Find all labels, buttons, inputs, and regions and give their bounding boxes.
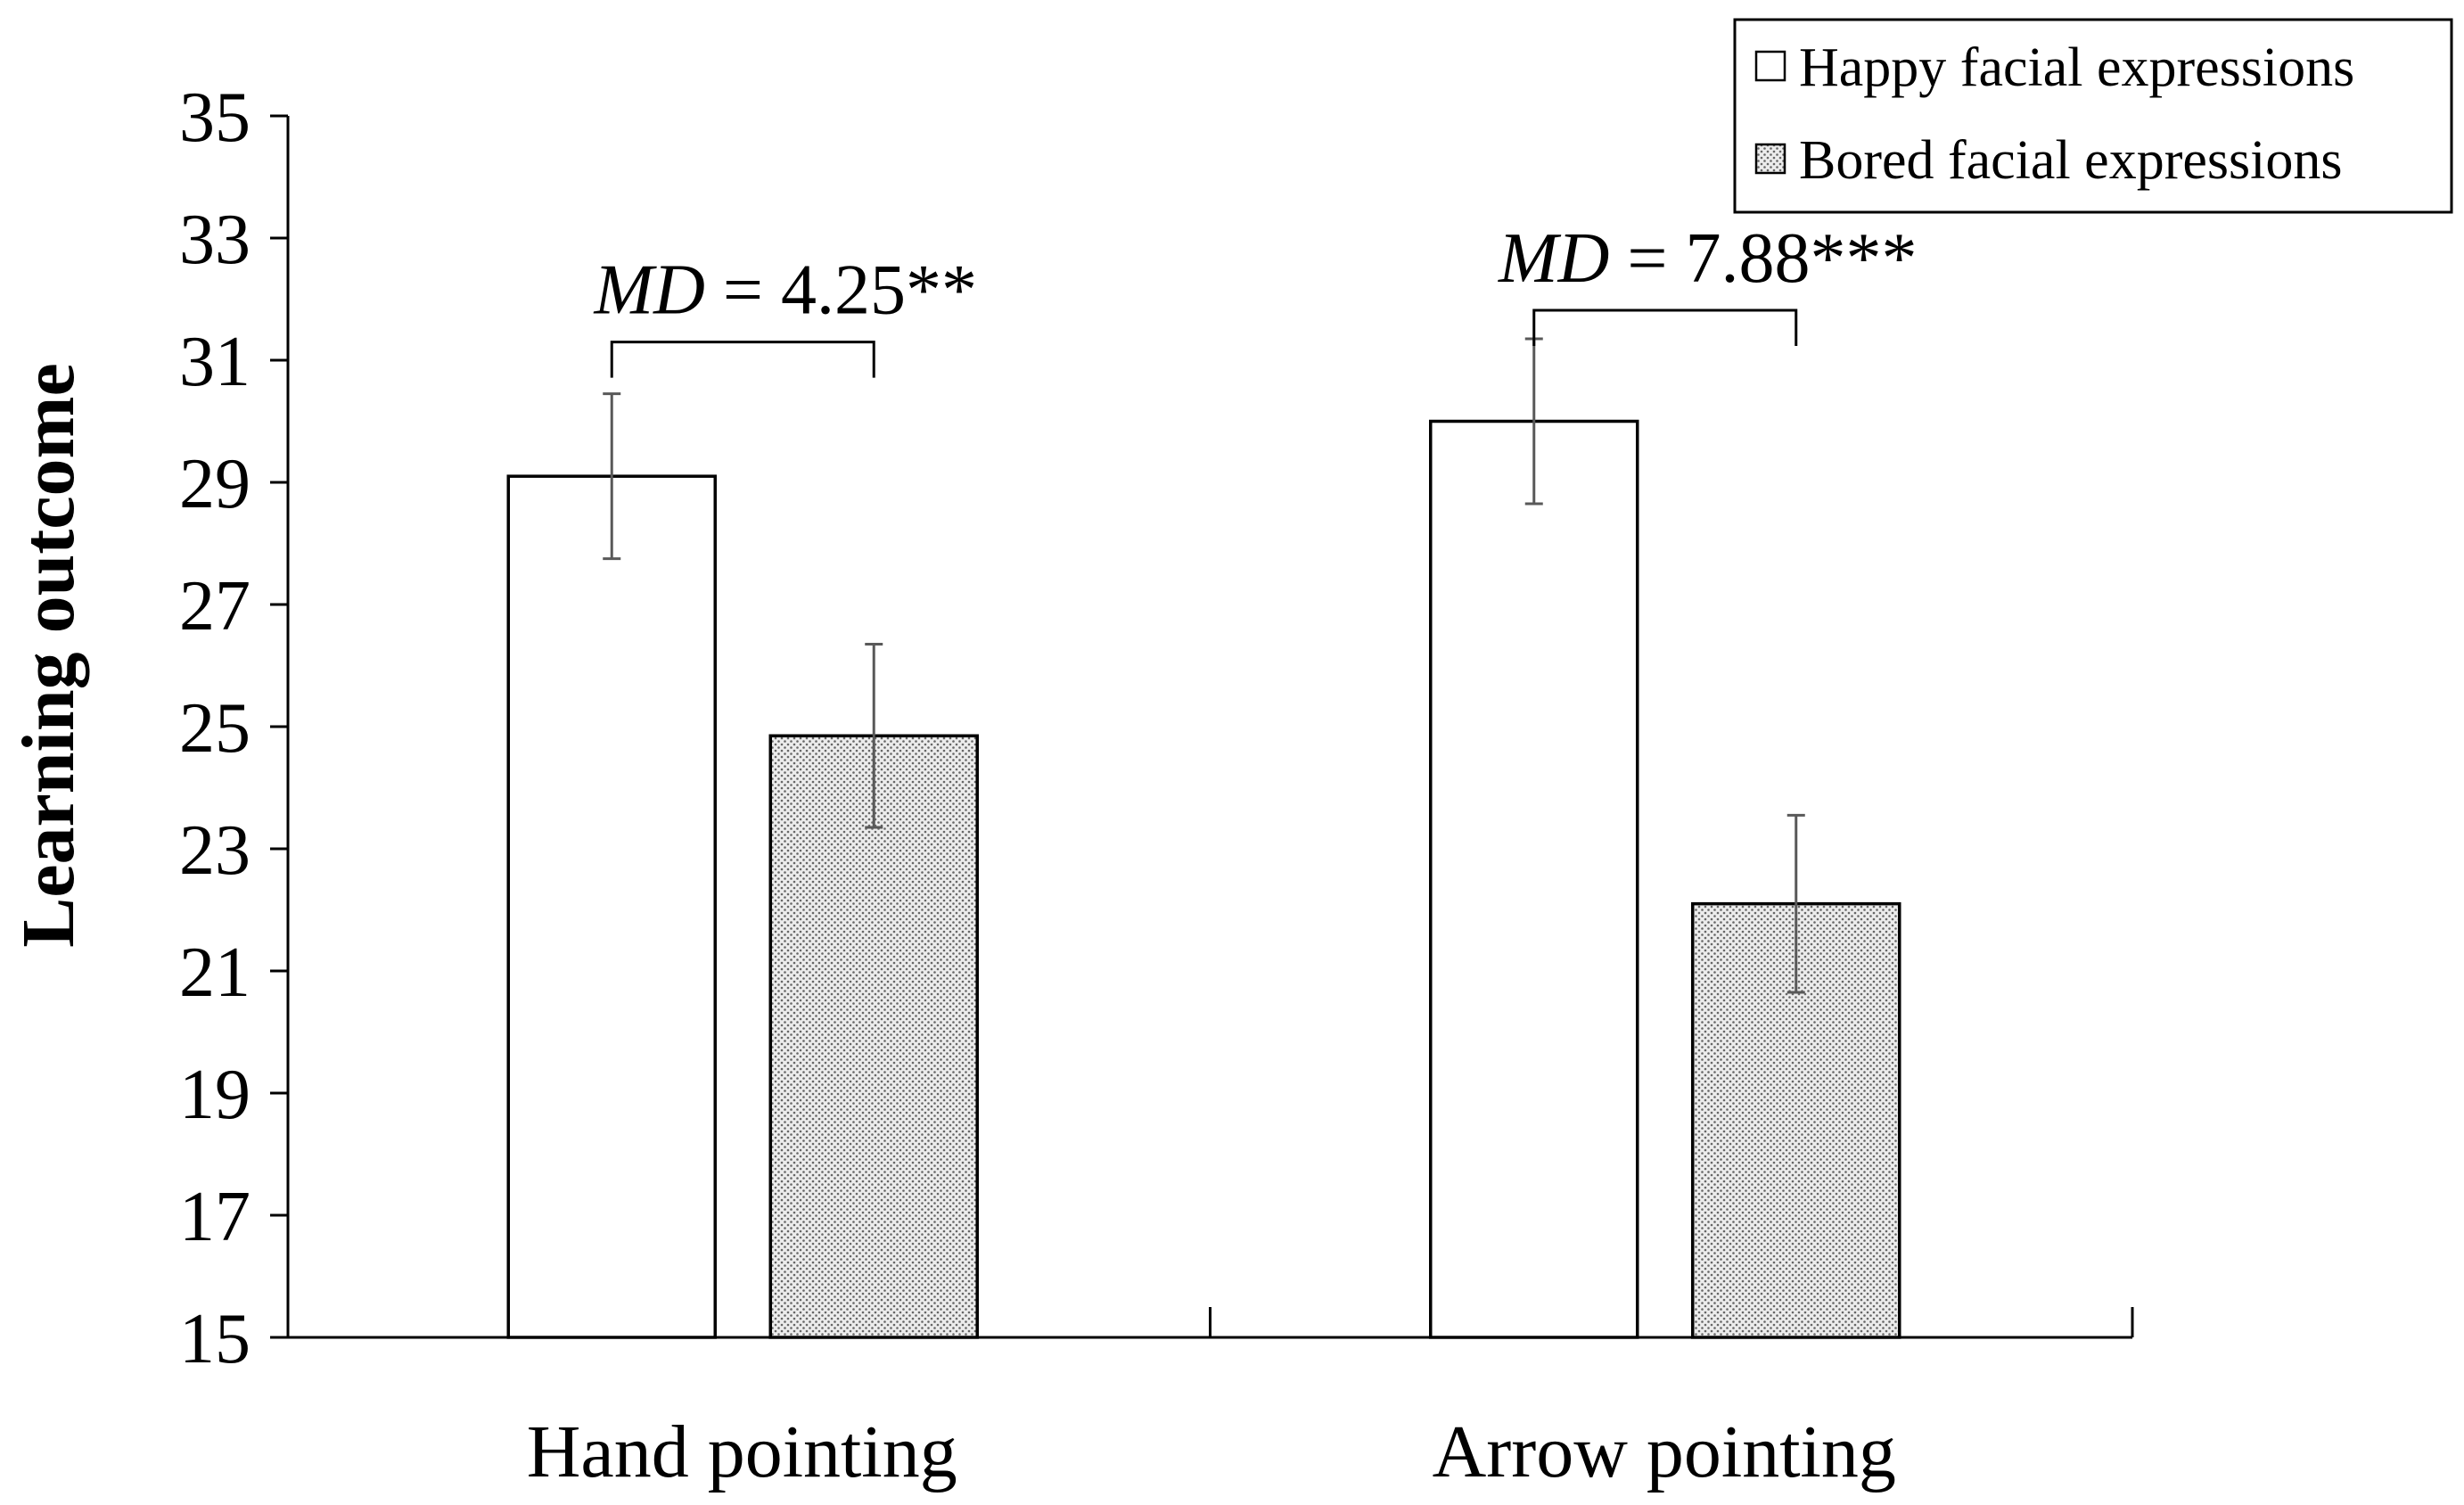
legend-swatch-happy: [1754, 50, 1786, 82]
bar-happy: [506, 474, 717, 1339]
y-tick-label: 35: [179, 78, 251, 157]
x-category-label: Arrow pointing: [1433, 1410, 1896, 1493]
annotations-layer: MD = 4.25** MD = 7.88***: [593, 219, 1918, 378]
md-value: = 4.25**: [705, 251, 977, 330]
y-tick-label: 33: [179, 201, 251, 279]
error-bars-layer: [603, 337, 1805, 994]
y-tick-label: 29: [179, 445, 251, 523]
y-tick-label: 21: [179, 933, 251, 1012]
legend-label: Happy facial expressions: [1799, 37, 2354, 98]
y-tick-label: 31: [179, 323, 251, 401]
significance-bracket: [1532, 308, 1798, 347]
y-tick-label: 19: [179, 1056, 251, 1134]
legend: Happy facial expressions Bored facial exp…: [1733, 18, 2453, 214]
x-category-label: Hand pointing: [527, 1410, 957, 1493]
y-tick-label: 27: [179, 567, 251, 646]
y-axis-title: Learning outcome: [7, 363, 90, 948]
legend-box: [1733, 18, 2453, 214]
y-tick-label: 23: [179, 811, 251, 890]
bar-bored: [768, 734, 979, 1339]
bars-layer: [506, 419, 1901, 1339]
md-prefix: MD: [593, 251, 704, 330]
md-value: = 7.88***: [1609, 219, 1917, 298]
legend-swatch-bored: [1754, 143, 1786, 175]
y-tick-label: 17: [179, 1178, 251, 1256]
significance-bracket: [610, 341, 875, 378]
md-prefix: MD: [1498, 219, 1609, 298]
bar-happy: [1429, 419, 1639, 1339]
axes-layer: 35 33 31 29 27 25 23 21 19 17 15 Learning outcome Ha…: [7, 78, 2134, 1493]
y-tick-label: 15: [179, 1300, 251, 1378]
significance-label: MD = 7.88***: [1498, 219, 1918, 298]
legend-label: Bored facial expressions: [1799, 130, 2342, 191]
significance-label: MD = 4.25**: [593, 251, 977, 330]
y-tick-label: 25: [179, 689, 251, 768]
